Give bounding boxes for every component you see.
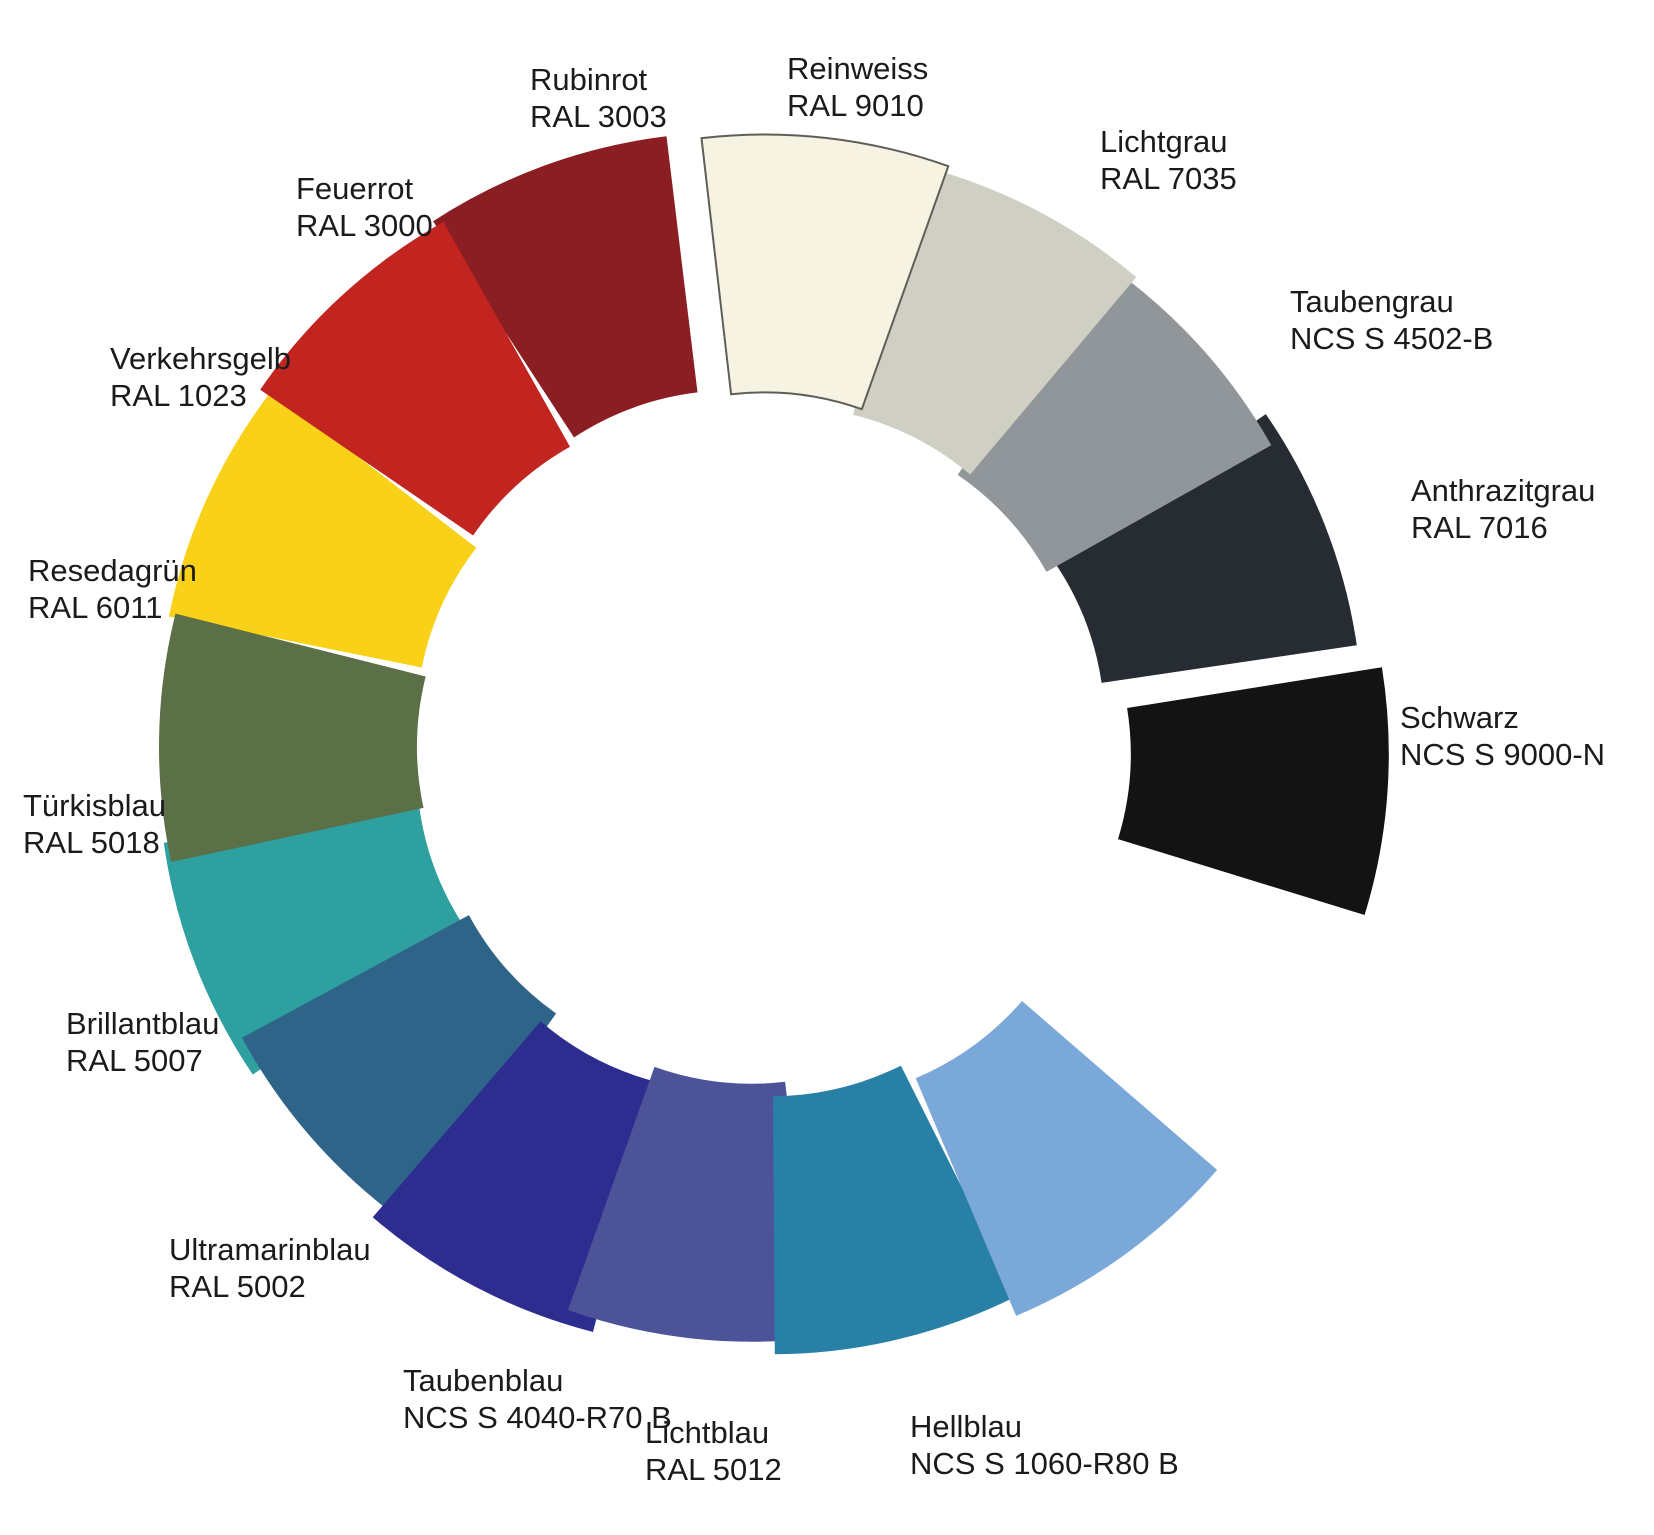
swatch-reinweiss: [700, 133, 950, 411]
swatch-resedagruen: [159, 613, 426, 862]
swatch-rubinrot: [433, 136, 698, 438]
swatch-taubenblau: [568, 1066, 815, 1342]
swatch-taubengrau: [957, 262, 1272, 572]
swatch-verkehrsgelb: [168, 390, 477, 668]
swatch-feuerrot: [260, 221, 570, 536]
swatch-lichtgrau: [853, 164, 1137, 475]
swatch-hellblau: [915, 1001, 1218, 1316]
swatch-brillantblau: [242, 915, 557, 1224]
swatch-tuerkisblau: [163, 807, 467, 1075]
swatch-ultramarinblau: [372, 1021, 658, 1332]
swatch-schwarz: [1118, 667, 1389, 915]
swatch-anthrazitgrau: [1053, 414, 1357, 683]
swatch-lichtblau: [773, 1065, 1017, 1355]
color-wheel-cards: [159, 133, 1389, 1355]
